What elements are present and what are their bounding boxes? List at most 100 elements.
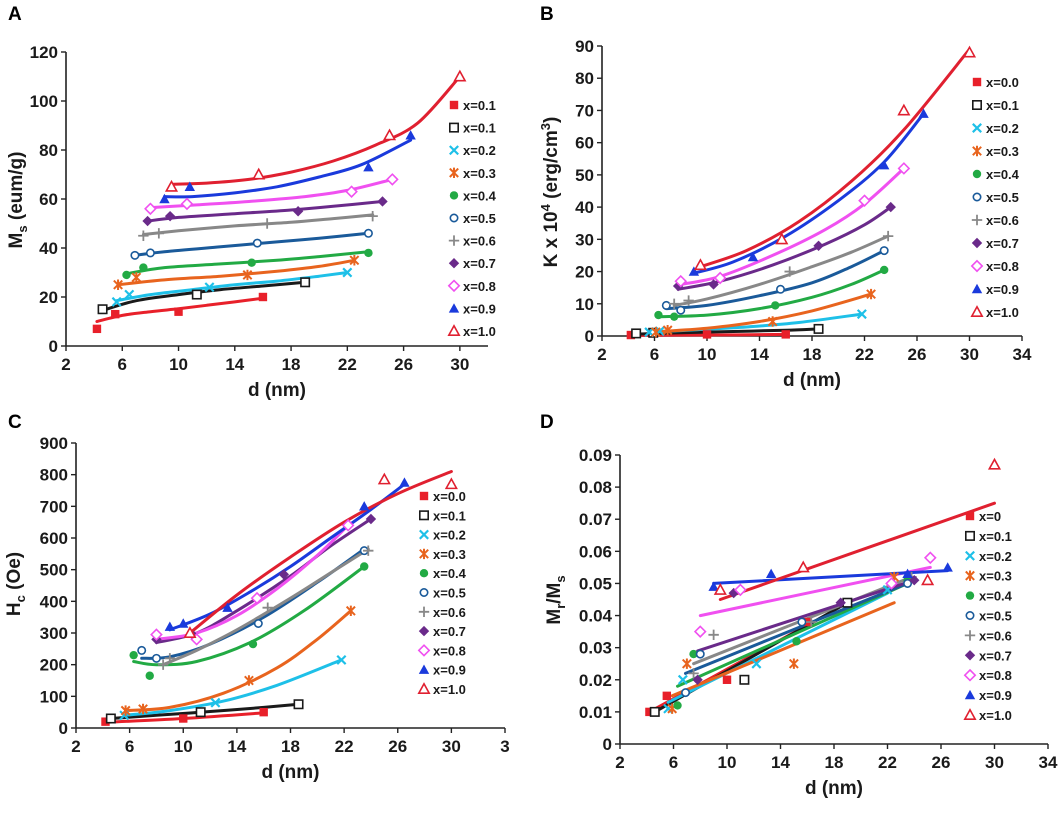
marker-square (781, 330, 790, 339)
x-axis-label: d (nm) (783, 370, 841, 391)
marker-plus (153, 228, 165, 239)
fit-curve-x1.0 (170, 75, 462, 186)
marker-diamond (971, 237, 983, 249)
data-point (150, 628, 163, 641)
legend-label: x=0.6 (433, 605, 466, 620)
legend-label: x=0.6 (979, 628, 1012, 643)
marker-diamond-open (417, 644, 431, 657)
data-point (129, 650, 138, 660)
data-point (336, 654, 347, 665)
marker-asterisk (345, 605, 356, 617)
legend-label: x=0.9 (463, 301, 496, 316)
series-x-0.8 (144, 173, 399, 216)
data-point (747, 251, 759, 262)
data-point (897, 162, 911, 175)
data-point (921, 573, 935, 586)
marker-circle (673, 701, 682, 710)
marker-plus (668, 298, 680, 309)
data-point (359, 501, 370, 511)
fit-curve-x0.7 (146, 200, 384, 223)
x-axis-label: d (nm) (248, 380, 306, 401)
data-point (111, 296, 122, 307)
legend-label: x=1.0 (433, 682, 466, 697)
marker-diamond-open (963, 668, 977, 682)
legend-marker (449, 100, 459, 110)
marker-plus (971, 214, 983, 226)
series-x-0.5 (130, 228, 373, 260)
data-point (885, 577, 898, 590)
legend-label: x=0.6 (986, 213, 1019, 228)
data-point (139, 263, 148, 272)
data-point (918, 108, 929, 118)
data-point (739, 674, 750, 685)
marker-asterisk (138, 703, 148, 715)
data-point (365, 513, 377, 525)
data-point (942, 562, 953, 572)
marker-circle-open (419, 587, 429, 597)
data-point (377, 196, 388, 207)
legend-marker (449, 213, 459, 223)
marker-asterisk (242, 269, 253, 281)
y-tick-label: 20 (39, 288, 58, 307)
x-tick-label: 34 (1039, 753, 1058, 772)
marker-circle-open (676, 305, 686, 315)
y-label-tail: (Oe) (4, 552, 25, 595)
data-point (247, 258, 256, 267)
marker-circle-open (252, 238, 262, 248)
data-point (882, 230, 894, 242)
marker-square (972, 77, 982, 87)
marker-triangle-open (897, 103, 911, 116)
data-point (157, 659, 169, 670)
y-tick-label: 0 (59, 719, 68, 738)
fit-curve-x0.1 (653, 601, 849, 714)
series-x-0.9 (688, 108, 929, 276)
marker-diamond (292, 206, 304, 217)
legend: x=0.1 x=0.1 x=0.2 x=0.3 x=0.4 x=0.5 x=0.6 x=0.7… (447, 98, 497, 339)
panel-letter: B (540, 4, 554, 25)
legend-marker (964, 650, 976, 661)
x-tick-label: 2 (61, 355, 70, 374)
y-label-sub: r (553, 604, 568, 609)
marker-x (965, 550, 975, 561)
legend-marker (970, 259, 984, 273)
marker-square-open (813, 323, 824, 334)
marker-asterisk (449, 167, 459, 178)
data-point (962, 45, 977, 58)
y-tick-label: 300 (40, 624, 68, 643)
data-point (184, 181, 195, 191)
marker-diamond-open (345, 185, 358, 198)
data-point (662, 691, 672, 701)
series-x-0.4 (129, 562, 369, 680)
data-point (363, 228, 373, 238)
legend-label: x=0.0 (433, 489, 466, 504)
marker-square (111, 309, 120, 319)
marker-plus (882, 230, 894, 242)
legend-label: x=0.4 (979, 589, 1013, 604)
fit-curve-x1.0 (718, 501, 996, 601)
marker-square (174, 307, 183, 316)
data-point (677, 674, 688, 685)
legend-marker (972, 169, 982, 179)
marker-asterisk (965, 570, 975, 581)
x-tick-label: 30 (985, 753, 1004, 772)
y-tick-label: 900 (40, 434, 68, 453)
marker-square (449, 100, 459, 110)
legend-marker (971, 100, 982, 111)
marker-triangle (164, 621, 176, 631)
legend-label: x=0.1 (433, 508, 466, 523)
marker-circle (145, 671, 154, 680)
y-tick-label: 90 (575, 37, 594, 56)
data-point (866, 288, 876, 300)
data-point (293, 699, 304, 710)
series-x-0.4 (122, 248, 373, 280)
legend-label: x=0.1 (463, 98, 496, 113)
legend-label: x=0.2 (986, 121, 1019, 136)
x-tick-label: 6 (669, 753, 678, 772)
legend-marker (448, 303, 460, 313)
x-tick-label: 26 (394, 355, 413, 374)
y-tick-label: 700 (40, 497, 68, 516)
marker-x (856, 309, 867, 320)
data-point (453, 69, 467, 82)
data-point (144, 202, 157, 216)
data-point (174, 307, 183, 316)
